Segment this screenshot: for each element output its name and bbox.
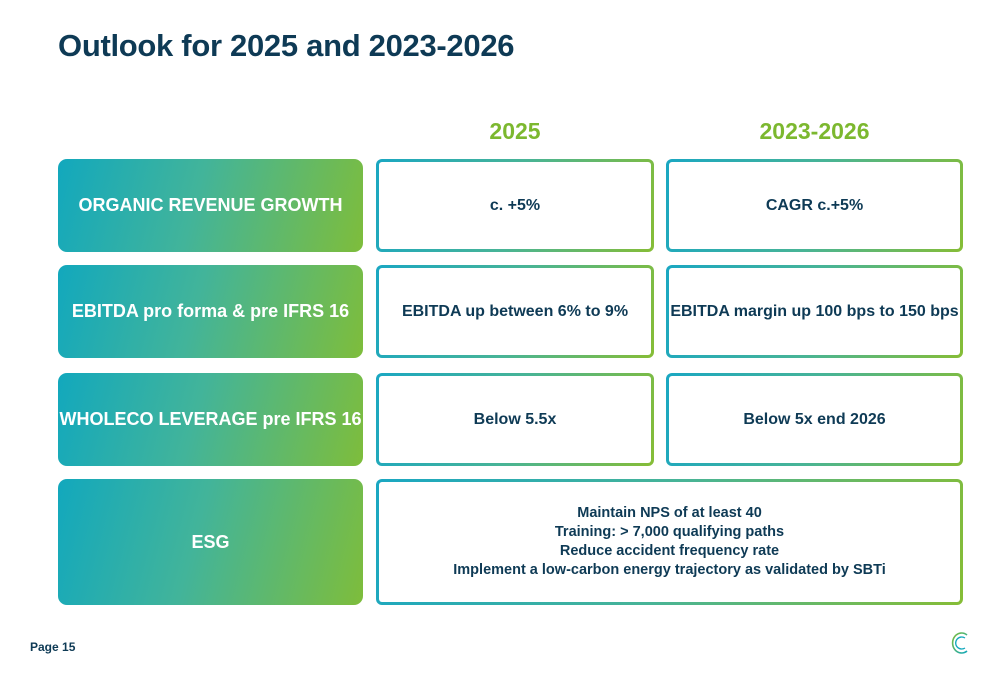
esg-targets-box: Maintain NPS of at least 40 Training: > … — [376, 479, 963, 605]
leverage-2023-2026-value: Below 5x end 2026 — [666, 373, 963, 466]
esg-target-line: Reduce accident frequency rate — [559, 543, 780, 559]
leverage-2025-value: Below 5.5x — [376, 373, 654, 466]
ebitda-2025-value: EBITDA up between 6% to 9% — [376, 265, 654, 358]
column-header-2023-2026: 2023-2026 — [759, 118, 870, 144]
row-label-organic-revenue-growth: ORGANIC REVENUE GROWTH — [58, 159, 363, 252]
esg-target-line: Training: > 7,000 qualifying paths — [554, 524, 785, 540]
page-title: Outlook for 2025 and 2023-2026 — [58, 28, 515, 63]
organic-revenue-2025-value: c. +5% — [376, 159, 654, 252]
row-label-wholeco-leverage: WHOLECO LEVERAGE pre IFRS 16 — [58, 373, 363, 466]
esg-target-line: Implement a low-carbon energy trajectory… — [453, 562, 886, 578]
column-header-2025: 2025 — [489, 118, 541, 144]
row-label-ebitda: EBITDA pro forma & pre IFRS 16 — [58, 265, 363, 358]
organic-revenue-2023-2026-value: CAGR c.+5% — [666, 159, 963, 252]
row-label-esg: ESG — [58, 479, 363, 605]
ebitda-2023-2026-value: EBITDA margin up 100 bps to 150 bps — [666, 265, 963, 358]
esg-target-line: Maintain NPS of at least 40 — [577, 505, 762, 521]
company-logo-icon — [951, 632, 968, 654]
page-number: Page 15 — [30, 640, 76, 654]
